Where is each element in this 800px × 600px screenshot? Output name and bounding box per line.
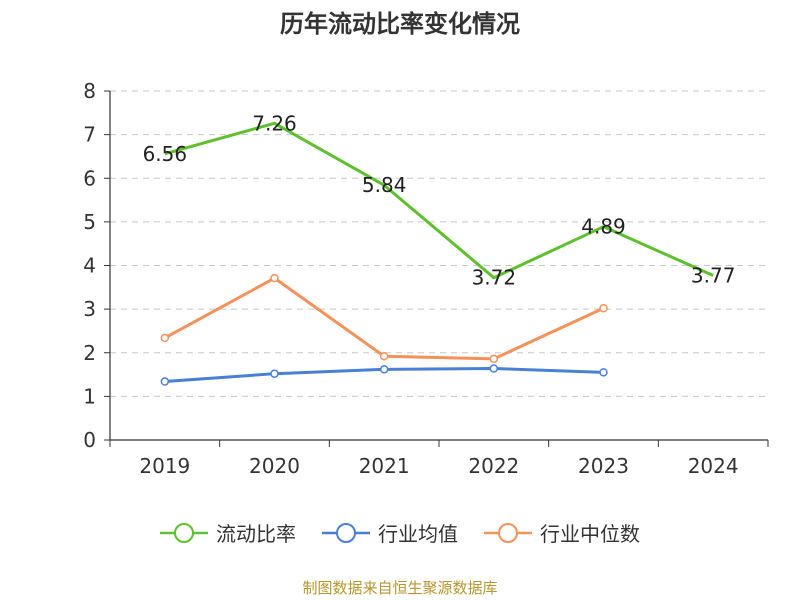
data-label: 7.26 (252, 111, 297, 135)
y-tick-label: 3 (83, 297, 96, 321)
y-tick-label: 0 (83, 428, 96, 452)
data-label: 6.56 (143, 142, 188, 166)
data-label: 4.89 (581, 215, 626, 239)
data-point (489, 354, 499, 364)
legend: 流动比率 行业均值 行业中位数 (0, 518, 800, 547)
chart-title: 历年流动比率变化情况 (280, 10, 520, 38)
legend-swatch (160, 522, 208, 543)
legend-swatch (322, 522, 370, 543)
series-line-0 (164, 121, 714, 280)
series-lines (160, 121, 714, 386)
data-labels: 6.56 7.26 5.84 3.72 4.89 3.77 (143, 111, 736, 289)
y-tick-label: 5 (83, 210, 96, 234)
y-tick-label: 7 (83, 123, 96, 147)
legend-swatch (484, 522, 532, 543)
y-tick-label: 4 (83, 254, 96, 278)
data-label: 5.84 (362, 173, 407, 197)
x-tick-label: 2023 (578, 454, 629, 478)
legend-item[interactable]: 行业均值 (322, 518, 458, 547)
data-point (379, 365, 389, 374)
source-note: 制图数据来自恒生聚源数据库 (302, 579, 498, 597)
series-line-2 (164, 276, 605, 361)
y-tick-label: 2 (83, 341, 96, 365)
legend-item[interactable]: 流动比率 (160, 518, 296, 547)
x-tick-label: 2022 (468, 454, 519, 478)
x-tick-label: 2024 (688, 454, 739, 478)
data-label: 3.72 (472, 266, 517, 290)
data-label: 3.77 (691, 264, 736, 288)
grid-lines (110, 90, 768, 397)
y-tick-label: 6 (83, 166, 96, 190)
axes: 0 1 2 3 4 5 6 7 8 2019 2020 2021 2022 2023 2024 (83, 79, 769, 478)
legend-label: 流动比率 (216, 522, 296, 546)
legend-label: 行业均值 (378, 522, 458, 546)
legend-item[interactable]: 行业中位数 (484, 518, 640, 547)
data-point (489, 364, 499, 373)
legend-label: 行业中位数 (540, 522, 640, 546)
x-tick-label: 2021 (359, 454, 410, 478)
y-tick-label: 8 (83, 79, 96, 103)
data-point (160, 333, 170, 343)
x-tick-label: 2019 (139, 454, 190, 478)
data-point (599, 304, 608, 313)
data-point (379, 351, 389, 361)
x-tick-label: 2020 (249, 454, 300, 478)
data-point (160, 377, 170, 386)
data-point (599, 368, 608, 377)
data-point (270, 369, 279, 378)
data-point (270, 273, 279, 283)
y-tick-label: 1 (83, 384, 96, 408)
